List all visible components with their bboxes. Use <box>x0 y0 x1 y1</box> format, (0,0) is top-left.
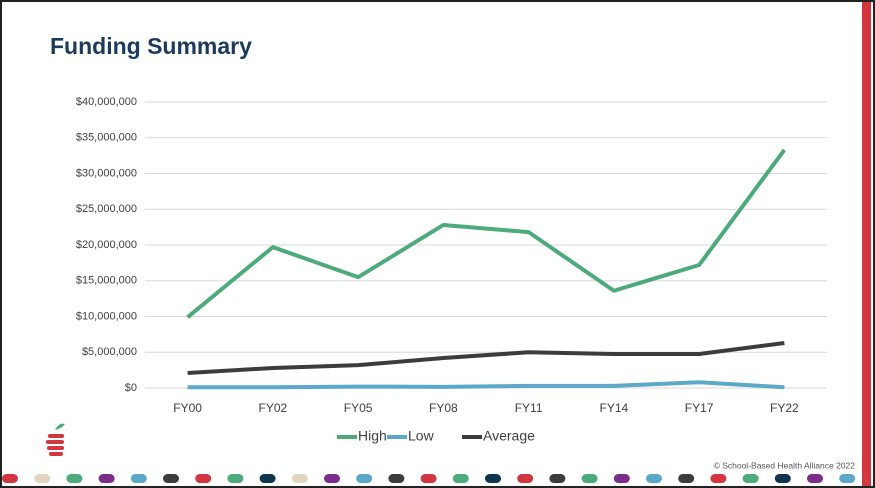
dot <box>710 474 727 483</box>
dot <box>34 474 51 483</box>
y-tick-label: $20,000,000 <box>76 239 137 251</box>
chart-title: Funding Summary <box>50 33 252 59</box>
x-tick-label: FY22 <box>770 401 799 415</box>
line-series <box>187 340 785 375</box>
dot <box>356 474 373 483</box>
dot <box>807 474 823 483</box>
dot <box>517 474 534 483</box>
line-series <box>186 148 786 319</box>
dot <box>291 474 308 483</box>
dot <box>678 474 695 483</box>
x-tick-label: FY14 <box>600 401 629 415</box>
x-tick-label: FY11 <box>515 401 543 415</box>
x-tick-label: FY00 <box>173 401 202 415</box>
dot <box>227 474 244 483</box>
dot-row <box>2 474 856 483</box>
dot <box>581 474 598 483</box>
legend-label: Average <box>483 428 535 444</box>
dot <box>549 474 566 483</box>
dot <box>98 474 115 483</box>
y-tick-label: $0 <box>125 382 137 394</box>
y-tick-label: $10,000,000 <box>76 310 137 322</box>
dot <box>485 474 501 483</box>
dot <box>2 474 18 483</box>
dot <box>259 474 276 483</box>
legend-label: Low <box>408 428 435 444</box>
y-tick-label: $15,000,000 <box>76 275 137 287</box>
x-tick-label: FY05 <box>344 401 373 415</box>
dot <box>742 474 759 483</box>
y-tick-label: $35,000,000 <box>76 132 137 144</box>
dot <box>130 474 147 483</box>
dot <box>646 474 662 483</box>
dot <box>195 474 212 483</box>
dot <box>839 474 856 483</box>
y-tick-label: $25,000,000 <box>76 203 137 215</box>
x-tick-label: FY02 <box>259 401 288 415</box>
line-series <box>187 380 785 390</box>
logo <box>46 423 65 456</box>
dot <box>613 474 630 483</box>
x-tick-label: FY17 <box>685 401 714 415</box>
dot <box>420 474 437 483</box>
y-tick-label: $40,000,000 <box>76 96 137 108</box>
y-tick-label: $5,000,000 <box>82 346 137 358</box>
x-tick-label: FY08 <box>429 401 458 415</box>
dot <box>388 474 405 483</box>
legend-label: High <box>358 428 387 444</box>
y-tick-label: $30,000,000 <box>76 167 137 179</box>
dot <box>324 474 340 483</box>
side-bar <box>862 2 871 486</box>
dot <box>66 474 83 483</box>
dot <box>774 474 791 483</box>
dot <box>163 474 179 483</box>
footer: © School-Based Health Alliance 2022 <box>714 460 856 470</box>
dot <box>452 474 469 483</box>
